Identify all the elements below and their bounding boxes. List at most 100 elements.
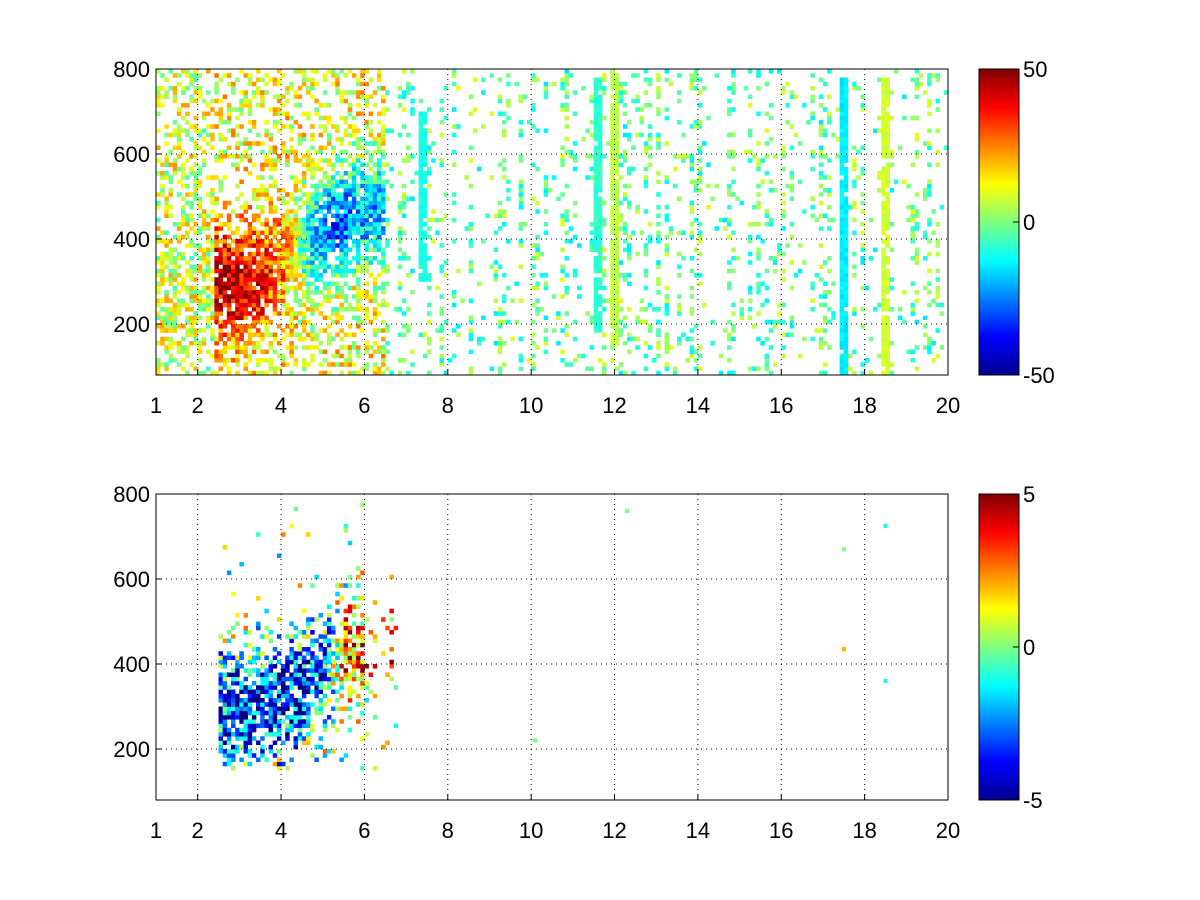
heatmap-cell xyxy=(268,723,274,729)
heatmap-cell xyxy=(185,73,190,78)
heatmap-cell xyxy=(335,591,340,597)
heatmap-cell xyxy=(306,732,311,737)
heatmap-cell xyxy=(602,332,607,338)
heatmap-cell xyxy=(310,226,315,231)
heatmap-cell xyxy=(597,239,603,244)
heatmap-cell xyxy=(664,345,670,350)
heatmap-cell xyxy=(210,290,215,295)
heatmap-cell xyxy=(343,132,349,138)
heatmap-cell xyxy=(293,324,299,329)
heatmap-cell xyxy=(385,239,390,244)
heatmap-cell xyxy=(501,294,507,299)
heatmap-cell xyxy=(622,158,628,163)
heatmap-cell xyxy=(343,651,349,656)
heatmap-cell xyxy=(368,154,374,159)
heatmap-cell xyxy=(372,239,378,244)
heatmap-cell xyxy=(647,345,653,350)
heatmap-cell xyxy=(831,132,836,138)
heatmap-cell xyxy=(418,277,424,282)
heatmap-cell xyxy=(335,294,340,299)
heatmap-cell xyxy=(306,196,311,202)
heatmap-cell xyxy=(568,149,574,155)
heatmap-cell xyxy=(897,307,903,312)
heatmap-cell xyxy=(218,328,223,333)
heatmap-cell xyxy=(535,200,540,206)
heatmap-cell xyxy=(264,681,269,686)
heatmap-cell xyxy=(226,366,232,372)
heatmap-cell xyxy=(322,192,328,197)
heatmap-cell xyxy=(181,162,186,168)
heatmap-cell xyxy=(347,689,353,695)
heatmap-cell xyxy=(456,268,461,274)
heatmap-cell xyxy=(451,73,457,78)
heatmap-cell xyxy=(322,749,328,754)
heatmap-cell xyxy=(314,196,319,202)
heatmap-cell xyxy=(693,217,699,223)
heatmap-cell xyxy=(768,103,774,108)
heatmap-cell xyxy=(510,298,515,304)
heatmap-cell xyxy=(506,103,511,108)
heatmap-cell xyxy=(927,145,932,151)
heatmap-cell xyxy=(385,179,390,185)
heatmap-cell xyxy=(310,290,315,295)
heatmap-cell xyxy=(297,69,303,74)
heatmap-cell xyxy=(285,723,290,729)
heatmap-cell xyxy=(168,281,173,287)
heatmap-cell xyxy=(331,706,336,712)
heatmap-cell xyxy=(881,353,886,359)
heatmap-cell xyxy=(635,336,640,342)
heatmap-cell xyxy=(256,77,261,83)
heatmap-cell xyxy=(260,149,265,155)
heatmap-cell xyxy=(218,353,223,359)
heatmap-cell xyxy=(226,753,232,758)
heatmap-cell xyxy=(260,370,265,376)
heatmap-cell xyxy=(251,668,257,673)
heatmap-cell xyxy=(256,196,261,202)
heatmap-cell xyxy=(260,715,265,720)
heatmap-cell xyxy=(401,251,407,257)
heatmap-cell xyxy=(322,651,328,656)
heatmap-cell xyxy=(339,336,344,342)
heatmap-cell xyxy=(239,307,244,312)
heatmap-cell xyxy=(614,268,619,274)
heatmap-cell xyxy=(506,81,511,87)
heatmap-cell xyxy=(218,268,223,274)
heatmap-cell xyxy=(868,370,874,376)
heatmap-cell xyxy=(518,366,524,372)
heatmap-cell xyxy=(610,358,615,363)
heatmap-cell xyxy=(260,664,265,669)
heatmap-cell xyxy=(260,205,265,210)
heatmap-cell xyxy=(351,655,357,661)
heatmap-cell xyxy=(310,200,315,206)
heatmap-cell xyxy=(322,753,328,758)
heatmap-cell xyxy=(656,213,661,219)
heatmap-cell xyxy=(318,668,324,673)
heatmap-cell xyxy=(372,141,378,146)
heatmap-cell xyxy=(643,103,649,108)
heatmap-cell xyxy=(293,634,299,639)
heatmap-cell xyxy=(347,625,353,631)
heatmap-cell xyxy=(531,107,536,112)
heatmap-cell xyxy=(285,90,290,95)
heatmap-cell xyxy=(435,230,440,236)
heatmap-cell xyxy=(326,613,332,618)
heatmap-cell xyxy=(276,158,282,163)
heatmap-cell xyxy=(531,162,536,168)
heatmap-cell xyxy=(197,341,203,346)
heatmap-cell xyxy=(339,307,344,312)
heatmap-cell xyxy=(839,247,845,253)
heatmap-cell xyxy=(297,698,303,703)
heatmap-cell xyxy=(264,319,269,325)
heatmap-cell xyxy=(885,328,890,333)
heatmap-cell xyxy=(210,328,215,333)
heatmap-cell xyxy=(256,311,261,316)
heatmap-cell xyxy=(335,90,340,95)
heatmap-cell xyxy=(497,209,503,214)
heatmap-cell xyxy=(501,132,507,138)
heatmap-cell xyxy=(293,332,299,338)
heatmap-cell xyxy=(251,192,257,197)
heatmap-cell xyxy=(297,264,303,270)
heatmap-cell xyxy=(214,247,219,253)
heatmap-cell xyxy=(881,183,886,189)
heatmap-cell xyxy=(418,166,424,172)
